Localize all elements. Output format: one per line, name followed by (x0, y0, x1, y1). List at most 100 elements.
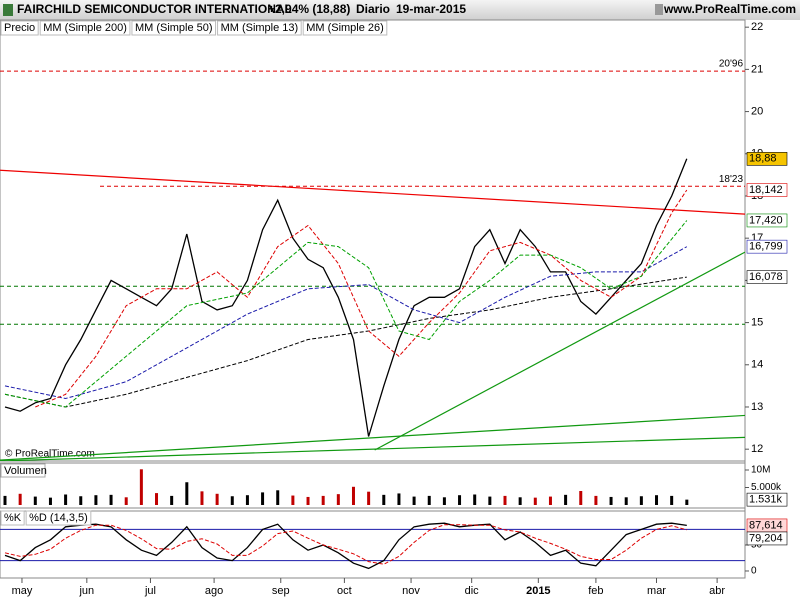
volume-title-box (0, 463, 46, 478)
x-tick-label: jul (144, 585, 156, 597)
value-tag-box (746, 239, 788, 254)
volume-bar (382, 494, 386, 505)
series-line (4, 276, 687, 408)
volume-bar (321, 495, 325, 505)
volume-bar (670, 495, 674, 505)
x-tick-label: mar (647, 585, 666, 597)
header-bar (0, 0, 800, 20)
volume-bar (579, 490, 583, 505)
legend-entry: MM (Simple 13) (221, 22, 299, 34)
legend-box (25, 510, 92, 526)
y-tick-label: 14 (751, 359, 763, 371)
y-tick-label: 10M (751, 465, 770, 476)
volume-bar (79, 496, 83, 505)
value-tag-box (746, 152, 788, 166)
y-tick-label: 5.000k (751, 482, 782, 493)
series-line (4, 158, 688, 437)
y-tick-label: 15 (751, 316, 763, 328)
volume-bar (609, 496, 613, 505)
volume-bar (503, 495, 507, 505)
header-icon (3, 4, 13, 16)
value-tag-box (746, 531, 788, 546)
volume-bar (109, 494, 113, 505)
y-tick-label: 20 (751, 105, 763, 117)
trend-line (0, 169, 745, 215)
volume-bar (200, 491, 204, 505)
x-tick-label: 2015 (526, 585, 550, 597)
level-label: 20'96 (719, 59, 744, 70)
x-tick-label: dic (465, 585, 480, 597)
trend-line (0, 414, 745, 461)
plot-area (3, 469, 689, 505)
x-tick-label: may (12, 585, 33, 597)
legend-entry: MM (Simple 26) (306, 22, 384, 34)
volume-bar (458, 495, 462, 505)
series-line (4, 522, 687, 570)
legend-box (131, 20, 217, 36)
header-title: FAIRCHILD SEMICONDUCTOR INTERNATIONAL (17, 2, 292, 16)
volume-bar (33, 496, 37, 505)
watermark: © ProRealTime.com (5, 449, 95, 460)
volume-bar (533, 497, 537, 505)
level-label: 18'23 (719, 174, 744, 185)
value-tag: 18,142 (749, 184, 783, 196)
header-date: 19-mar-2015 (396, 2, 466, 16)
x-tick-label: oct (337, 585, 352, 597)
legend-box (302, 20, 388, 36)
series-line (4, 220, 688, 408)
volume-bar (564, 494, 568, 505)
volume-bar (488, 496, 492, 505)
volume-bar (18, 493, 22, 505)
plot-area (0, 70, 745, 461)
x-tick-label: ago (205, 585, 223, 597)
price-frame (0, 19, 746, 462)
y-tick-label: 13 (751, 401, 763, 413)
volume-bar (412, 496, 416, 505)
x-tick-label: abr (709, 585, 725, 597)
header-period: Diario (356, 2, 390, 16)
volume-bar (397, 493, 401, 505)
legend-entry: Precio (4, 22, 35, 34)
volume-bar (306, 496, 310, 505)
value-tag: 1.531k (749, 494, 783, 506)
volume-bar (291, 495, 295, 505)
volume-bar (685, 499, 689, 505)
header-source: www.ProRealTime.com (663, 2, 796, 16)
volume-bar (170, 495, 174, 505)
volume-bar (473, 494, 477, 505)
legend-entry: %D (14,3,5) (29, 512, 88, 524)
value-tag: 87,614 (749, 519, 783, 531)
value-tag: 16,799 (749, 241, 783, 253)
volume-bar (230, 496, 234, 505)
value-tag-box (746, 270, 788, 284)
value-tag: 79,204 (749, 532, 783, 544)
legend-box (0, 20, 39, 36)
legend-box (0, 510, 25, 526)
volume-bar (655, 495, 659, 505)
plot-area (0, 522, 745, 570)
y-tick-label: 0 (751, 566, 757, 577)
volume-bar (351, 486, 355, 505)
value-tag: 17,420 (749, 214, 783, 226)
legend-box (217, 20, 302, 36)
trend-line (0, 436, 745, 461)
header-button[interactable] (655, 4, 663, 15)
volume-bar (155, 493, 159, 505)
volume-bar (94, 495, 98, 505)
legend-entry: %K (4, 512, 22, 524)
volume-bar (548, 496, 552, 505)
series-line (35, 189, 688, 408)
volume-bar (336, 494, 340, 505)
volume-bar (518, 497, 522, 505)
y-tick-label: 12 (751, 443, 763, 455)
volume-bar (261, 492, 265, 505)
volume-bar (245, 495, 249, 505)
value-tag: 18,88 (749, 153, 777, 165)
x-tick-label: jun (78, 585, 94, 597)
legend-entry: MM (Simple 200) (43, 22, 127, 34)
x-tick-label: sep (272, 585, 290, 597)
trend-line (374, 251, 745, 451)
value-tag-box (746, 213, 788, 228)
